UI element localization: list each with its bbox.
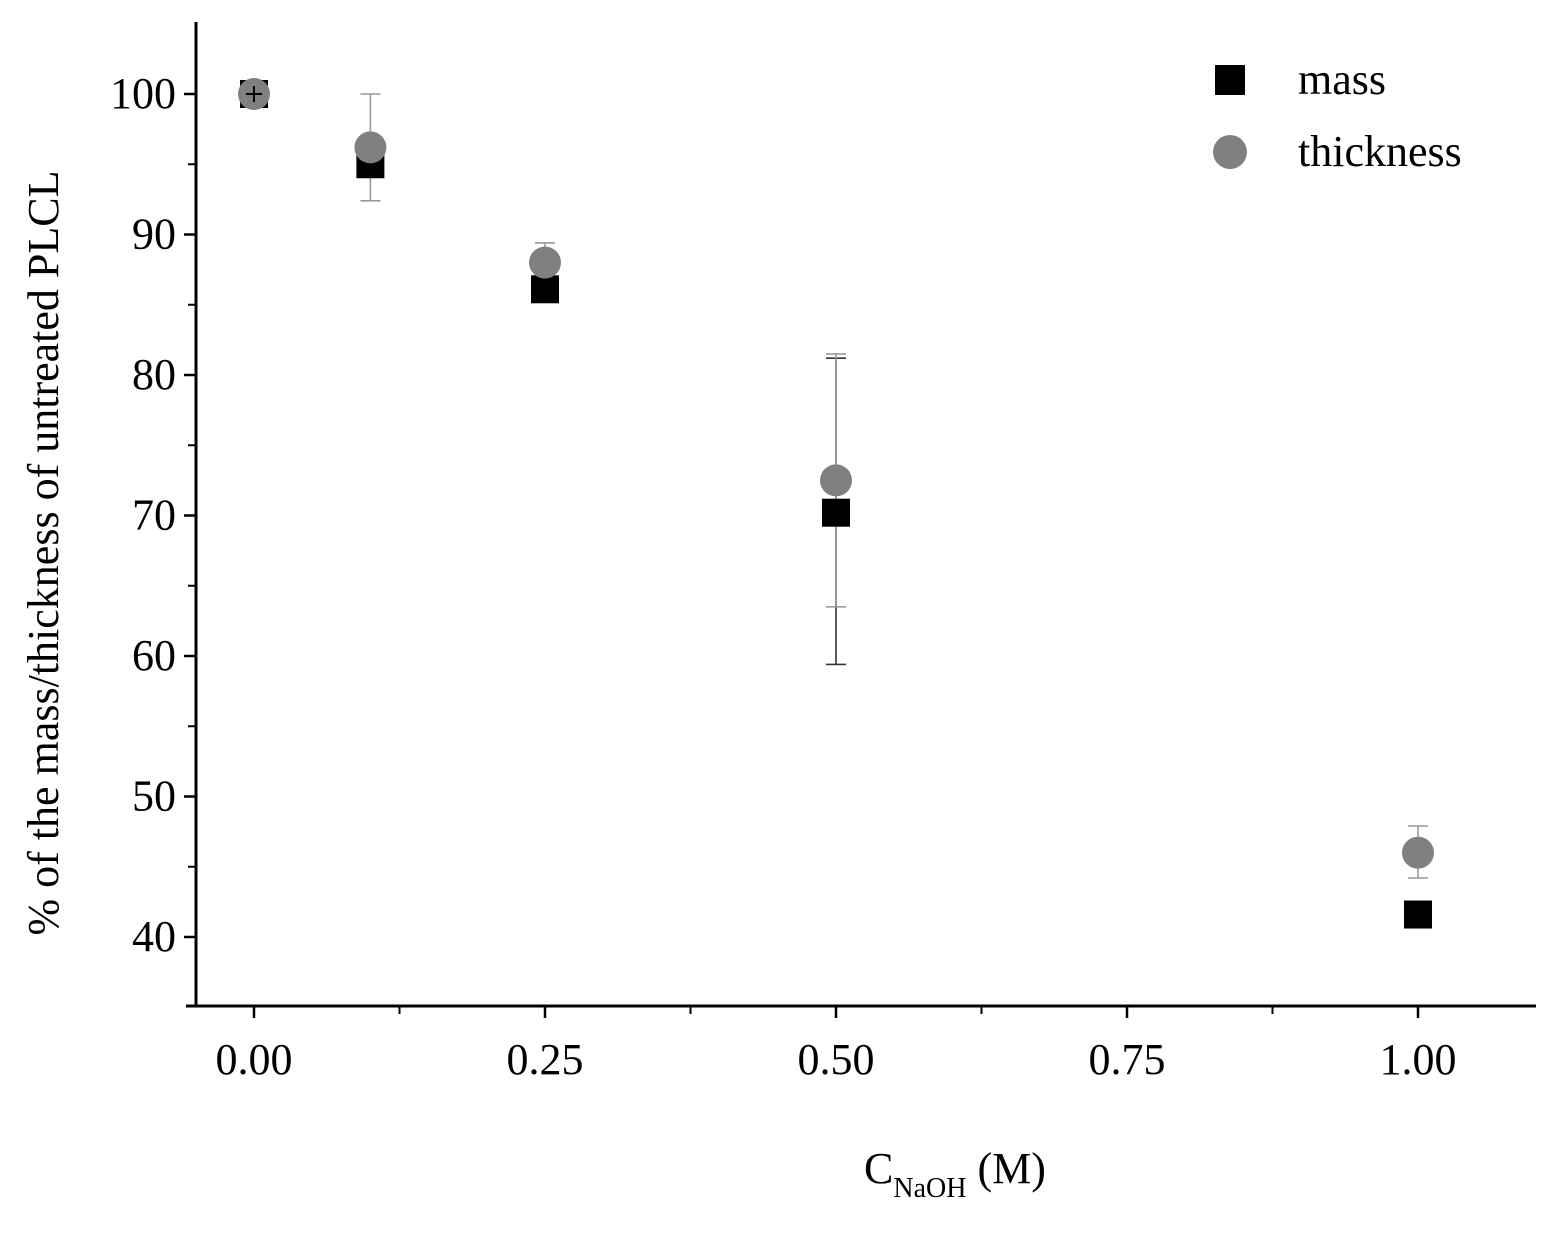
x-tick-label: 1.00 bbox=[1380, 1035, 1457, 1084]
mass-point bbox=[531, 275, 559, 304]
legend-marker-thickness bbox=[1213, 135, 1247, 169]
thickness-point bbox=[529, 246, 561, 279]
y-tick-label: 50 bbox=[132, 772, 176, 821]
x-axis-label-subscript: NaOH bbox=[893, 1173, 966, 1204]
x-axis-label-suffix: (M) bbox=[967, 1144, 1046, 1193]
thickness-point bbox=[354, 131, 387, 164]
legend-label-mass: mass bbox=[1298, 55, 1386, 104]
thickness-point bbox=[820, 464, 852, 497]
x-tick-label: 0.50 bbox=[798, 1035, 875, 1084]
x-tick-label: 0.75 bbox=[1089, 1035, 1166, 1084]
y-tick-label: 80 bbox=[132, 350, 176, 399]
x-axis-label-main: C bbox=[864, 1144, 893, 1193]
y-tick-label: 90 bbox=[132, 210, 176, 259]
legend: mass thickness bbox=[1213, 55, 1462, 176]
x-tick-label: 0.00 bbox=[216, 1035, 293, 1084]
y-tick-label: 40 bbox=[132, 912, 176, 961]
legend-marker-mass bbox=[1215, 65, 1245, 95]
thickness-point bbox=[1402, 836, 1434, 869]
data-markers bbox=[238, 78, 1434, 929]
y-tick-label: 100 bbox=[110, 69, 176, 118]
y-tick-label: 60 bbox=[132, 631, 176, 680]
x-axis-label: CNaOH (M) bbox=[864, 1144, 1046, 1204]
mass-point bbox=[1404, 900, 1432, 929]
y-axis-label: % of the mass/thickness of untreated PLC… bbox=[19, 171, 68, 936]
mass-point bbox=[822, 498, 850, 527]
axes: 40 50 60 70 80 90 100 0.00 0.25 0.50 0.75 1.00 bbox=[110, 22, 1536, 1084]
legend-label-thickness: thickness bbox=[1298, 127, 1462, 176]
x-tick-label: 0.25 bbox=[507, 1035, 584, 1084]
y-tick-label: 70 bbox=[132, 491, 176, 540]
